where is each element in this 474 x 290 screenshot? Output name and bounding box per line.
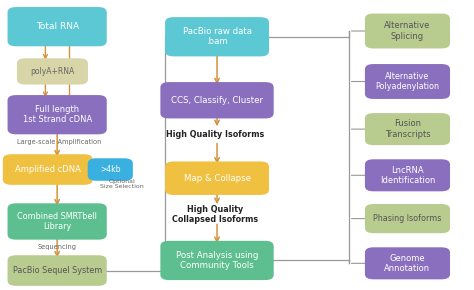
FancyBboxPatch shape: [165, 17, 269, 56]
Text: High Quality
Collapsed Isoforms: High Quality Collapsed Isoforms: [172, 204, 258, 224]
FancyBboxPatch shape: [8, 255, 107, 286]
Text: Phasing Isoforms: Phasing Isoforms: [374, 214, 442, 223]
FancyBboxPatch shape: [88, 158, 133, 181]
FancyBboxPatch shape: [365, 64, 450, 99]
Text: Genome
Annotation: Genome Annotation: [384, 254, 430, 273]
Text: Alternative
Splicing: Alternative Splicing: [384, 21, 431, 41]
Text: >4kb: >4kb: [100, 165, 120, 174]
Text: Large-scale Amplification: Large-scale Amplification: [18, 139, 102, 144]
FancyBboxPatch shape: [165, 162, 269, 195]
Text: Total RNA: Total RNA: [36, 22, 79, 31]
FancyBboxPatch shape: [3, 154, 92, 185]
FancyBboxPatch shape: [365, 113, 450, 145]
Text: Fusion
Transcripts: Fusion Transcripts: [385, 119, 430, 139]
FancyBboxPatch shape: [160, 82, 273, 118]
Text: Alternative
Polyadenylation: Alternative Polyadenylation: [375, 72, 439, 91]
Text: polyA+RNA: polyA+RNA: [30, 67, 74, 76]
Text: Full length
1st Strand cDNA: Full length 1st Strand cDNA: [23, 105, 92, 124]
Text: Amplified cDNA: Amplified cDNA: [15, 165, 81, 174]
Text: Sequencing: Sequencing: [37, 244, 77, 250]
FancyBboxPatch shape: [160, 241, 273, 280]
FancyBboxPatch shape: [365, 247, 450, 279]
FancyBboxPatch shape: [8, 7, 107, 46]
Text: Map & Collapse: Map & Collapse: [183, 174, 251, 183]
Text: PacBio Sequel System: PacBio Sequel System: [12, 266, 102, 275]
Text: CCS, Classify, Cluster: CCS, Classify, Cluster: [171, 96, 263, 105]
Text: Post Analysis using
Community Tools: Post Analysis using Community Tools: [176, 251, 258, 270]
Text: PacBio raw data
.bam: PacBio raw data .bam: [182, 27, 252, 46]
Text: Combined SMRTbell
Library: Combined SMRTbell Library: [17, 212, 97, 231]
Text: Optional
Size Selection: Optional Size Selection: [100, 179, 144, 189]
FancyBboxPatch shape: [17, 58, 88, 85]
FancyBboxPatch shape: [8, 203, 107, 240]
Text: High Quality Isoforms: High Quality Isoforms: [165, 130, 264, 139]
FancyBboxPatch shape: [365, 14, 450, 48]
FancyBboxPatch shape: [8, 95, 107, 134]
FancyBboxPatch shape: [365, 204, 450, 233]
FancyBboxPatch shape: [365, 159, 450, 191]
Text: LncRNA
Identification: LncRNA Identification: [380, 166, 435, 185]
